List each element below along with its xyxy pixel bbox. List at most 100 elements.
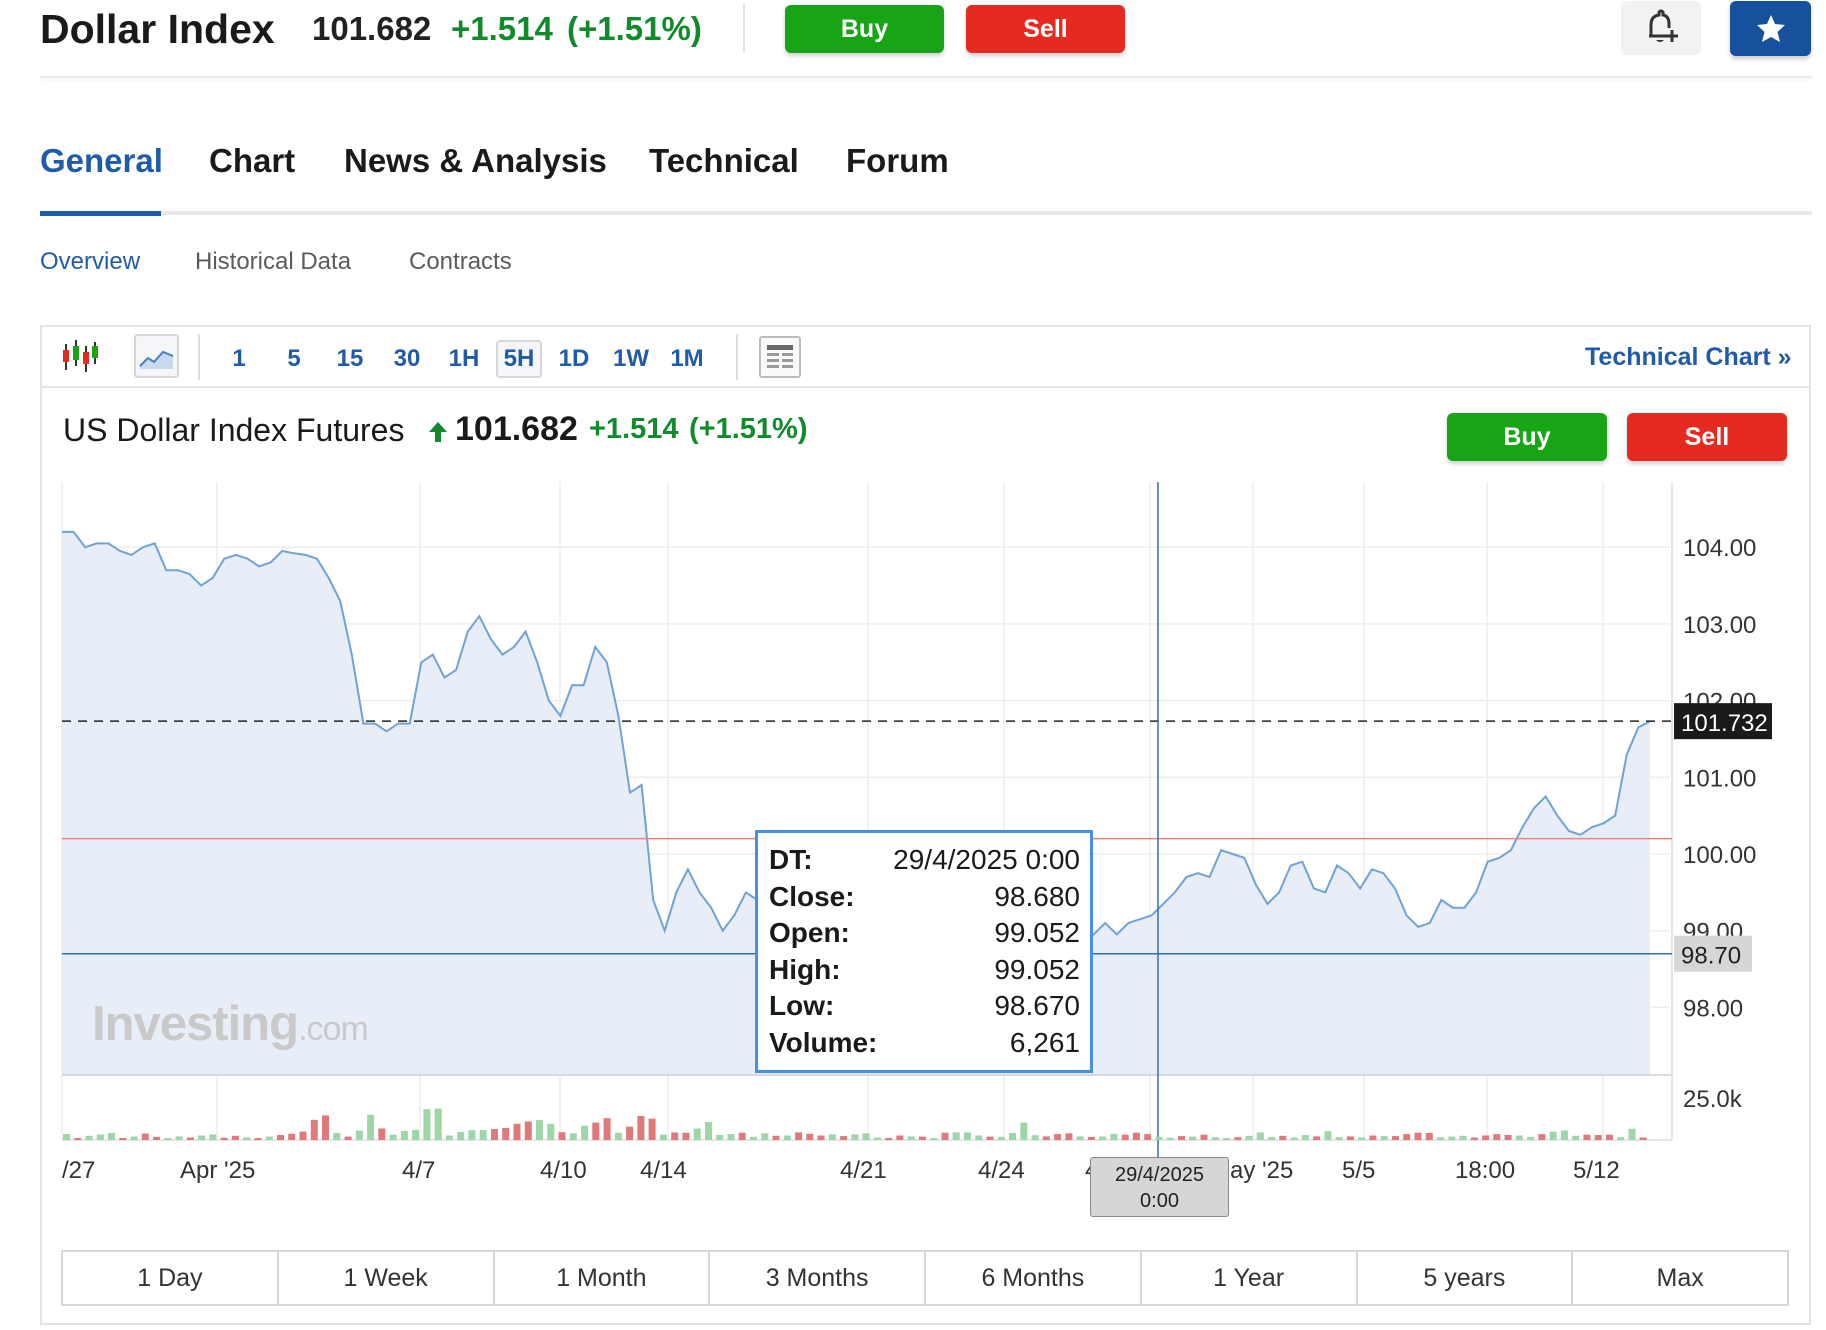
volume-bar <box>108 1133 115 1140</box>
volume-bar <box>265 1136 273 1140</box>
range-3-months[interactable]: 3 Months <box>710 1252 926 1304</box>
volume-bar <box>445 1135 453 1140</box>
volume-bar <box>581 1125 589 1140</box>
tab-news-analysis[interactable]: News & Analysis <box>344 142 607 179</box>
tab-technical[interactable]: Technical <box>649 142 799 179</box>
x-tick-label: ay '25 <box>1230 1157 1293 1184</box>
volume-bar <box>1403 1134 1411 1140</box>
timeframe-15[interactable]: 15 <box>336 345 364 372</box>
area-type-button[interactable] <box>134 334 179 378</box>
volume-bar <box>412 1129 420 1140</box>
volume-bar <box>896 1135 904 1140</box>
range-6-months[interactable]: 6 Months <box>926 1252 1142 1304</box>
range-1-week[interactable]: 1 Week <box>279 1252 495 1304</box>
volume-bar <box>1245 1135 1253 1140</box>
header-buy-button[interactable]: Buy <box>785 5 944 53</box>
tooltip-row: High: 99.052 <box>769 953 1080 985</box>
range-max[interactable]: Max <box>1656 1264 1704 1292</box>
chart-buy-button[interactable]: Buy <box>1447 413 1607 461</box>
tab-general[interactable]: General <box>40 142 163 179</box>
subtab-overview[interactable]: Overview <box>40 248 141 275</box>
volume-bar <box>333 1133 341 1140</box>
volume-bar <box>378 1128 386 1140</box>
timeframe-1[interactable]: 1 <box>232 345 246 372</box>
volume-bar <box>130 1136 138 1140</box>
volume-bar <box>614 1132 622 1140</box>
volume-bar <box>569 1133 577 1140</box>
volume-bar <box>1628 1128 1636 1140</box>
chart-sell-button[interactable]: Sell <box>1627 413 1787 461</box>
header-change: +1.514 <box>451 10 553 47</box>
candlestick-icon <box>63 340 98 372</box>
volume-bar <box>209 1134 217 1140</box>
x-tick-label: 5/5 <box>1342 1157 1375 1184</box>
chart-layout-button[interactable] <box>759 336 801 378</box>
tab-chart[interactable]: Chart <box>209 142 296 179</box>
range-1-year[interactable]: 1 Year <box>1142 1252 1358 1304</box>
x-tick-label: 4/7 <box>402 1157 435 1184</box>
volume-bar <box>637 1115 645 1140</box>
volume-bar <box>761 1133 769 1140</box>
instrument-price: 101.682 <box>455 410 578 448</box>
volume-bar <box>277 1135 284 1140</box>
timeframe-1m[interactable]: 1M <box>670 345 704 372</box>
volume-bar <box>513 1123 521 1140</box>
range-1-day[interactable]: 1 Day <box>63 1252 279 1304</box>
volume-bar <box>727 1134 735 1140</box>
volume-bar <box>1301 1135 1309 1140</box>
volume-bar <box>626 1126 634 1140</box>
page-title: Dollar Index <box>40 6 275 52</box>
arrow-up-icon <box>428 421 448 448</box>
volume-bar <box>1504 1135 1512 1140</box>
subtab-historical-data[interactable]: Historical Data <box>195 248 352 275</box>
volume-bar <box>1448 1136 1456 1140</box>
watchlist-button[interactable] <box>1730 1 1811 56</box>
range-selector: 1 Day 1 Week 1 Month 3 Months 6 Months 1… <box>61 1250 1789 1306</box>
range-1-month[interactable]: 1 Month <box>495 1252 711 1304</box>
volume-bar <box>468 1130 476 1140</box>
tab-forum[interactable]: Forum <box>846 142 949 179</box>
candlestick-type-button[interactable] <box>60 336 100 376</box>
active-tab-indicator <box>40 211 161 216</box>
timeframe-1h[interactable]: 1H <box>448 345 480 372</box>
volume-bar <box>1358 1137 1366 1140</box>
y-tick-label: 98.00 <box>1683 995 1743 1022</box>
y-tick-label: 103.00 <box>1683 612 1756 639</box>
y-tick-label: 101.00 <box>1683 765 1756 792</box>
volume-bar <box>873 1137 881 1140</box>
timeframe-1w[interactable]: 1W <box>613 345 649 372</box>
volume-bar <box>141 1133 149 1140</box>
timeframe-5[interactable]: 5 <box>287 345 301 372</box>
crosshair-price-label: 98.70 <box>1681 943 1741 970</box>
volume-bar <box>524 1121 532 1140</box>
x-tick-label: 18:00 <box>1455 1157 1515 1184</box>
timeframe-30[interactable]: 30 <box>393 345 421 372</box>
volume-bar <box>840 1136 848 1140</box>
timeframe-5h[interactable]: 5H <box>496 340 542 378</box>
volume-bar <box>423 1109 431 1140</box>
volume-bar <box>400 1131 408 1140</box>
volume-bar <box>648 1118 656 1140</box>
volume-bar <box>918 1136 926 1140</box>
x-tick-label: 4/21 <box>840 1157 887 1184</box>
x-tick-label: Apr '25 <box>180 1157 255 1184</box>
volume-bar <box>997 1136 1005 1140</box>
volume-bar <box>1560 1130 1568 1140</box>
volume-bar <box>558 1132 566 1140</box>
volume-bar <box>1054 1134 1062 1140</box>
volume-bar <box>795 1132 803 1140</box>
volume-bar <box>1572 1135 1580 1140</box>
technical-chart-link[interactable]: Technical Chart » <box>1585 343 1792 371</box>
subtab-contracts[interactable]: Contracts <box>409 248 512 275</box>
volume-bar <box>1256 1132 1264 1140</box>
instrument-change-pct: (+1.51%) <box>689 413 808 445</box>
volume-bar <box>806 1133 814 1140</box>
volume-bar <box>1268 1136 1276 1140</box>
volume-bar <box>153 1136 161 1140</box>
header-sell-button[interactable]: Sell <box>966 5 1125 53</box>
timeframe-1d[interactable]: 1D <box>558 345 590 372</box>
range-5-years[interactable]: 5 years <box>1358 1252 1574 1304</box>
add-alert-button[interactable] <box>1621 1 1701 55</box>
volume-bar <box>310 1119 318 1140</box>
